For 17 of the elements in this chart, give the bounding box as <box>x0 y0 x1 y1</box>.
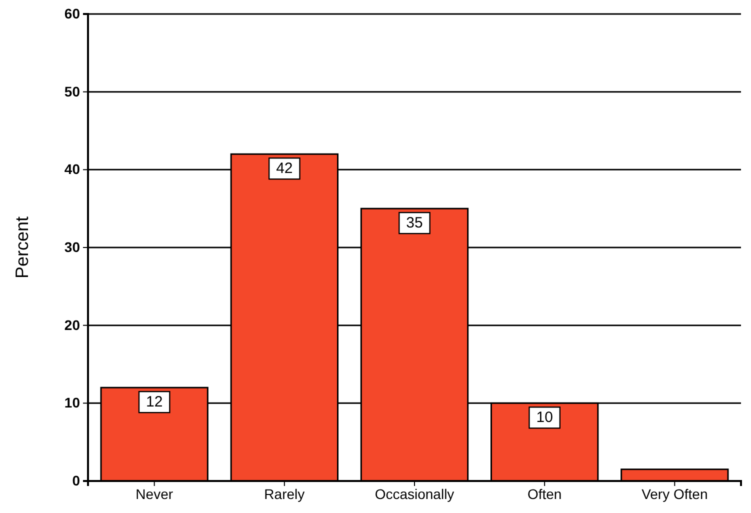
x-tick-label: Rarely <box>264 486 305 502</box>
y-axis-title: Percent <box>12 216 32 279</box>
data-label: 35 <box>406 214 423 232</box>
y-tick-label: 50 <box>64 83 80 100</box>
data-label: 10 <box>536 409 553 426</box>
y-tick-label: 30 <box>64 238 80 255</box>
x-tick-label: Never <box>136 486 174 502</box>
y-tick-label: 60 <box>64 5 80 22</box>
y-tick-label: 20 <box>64 316 80 333</box>
x-tick-label: Often <box>527 486 562 502</box>
y-tick-label: 40 <box>64 161 80 178</box>
x-tick-label: Very Often <box>642 486 708 502</box>
y-tick-label: 10 <box>64 394 80 411</box>
data-label: 12 <box>146 394 163 411</box>
y-tick-label: 0 <box>72 472 80 488</box>
data-label: 42 <box>276 160 293 178</box>
x-tick-label: Occasionally <box>374 486 454 502</box>
